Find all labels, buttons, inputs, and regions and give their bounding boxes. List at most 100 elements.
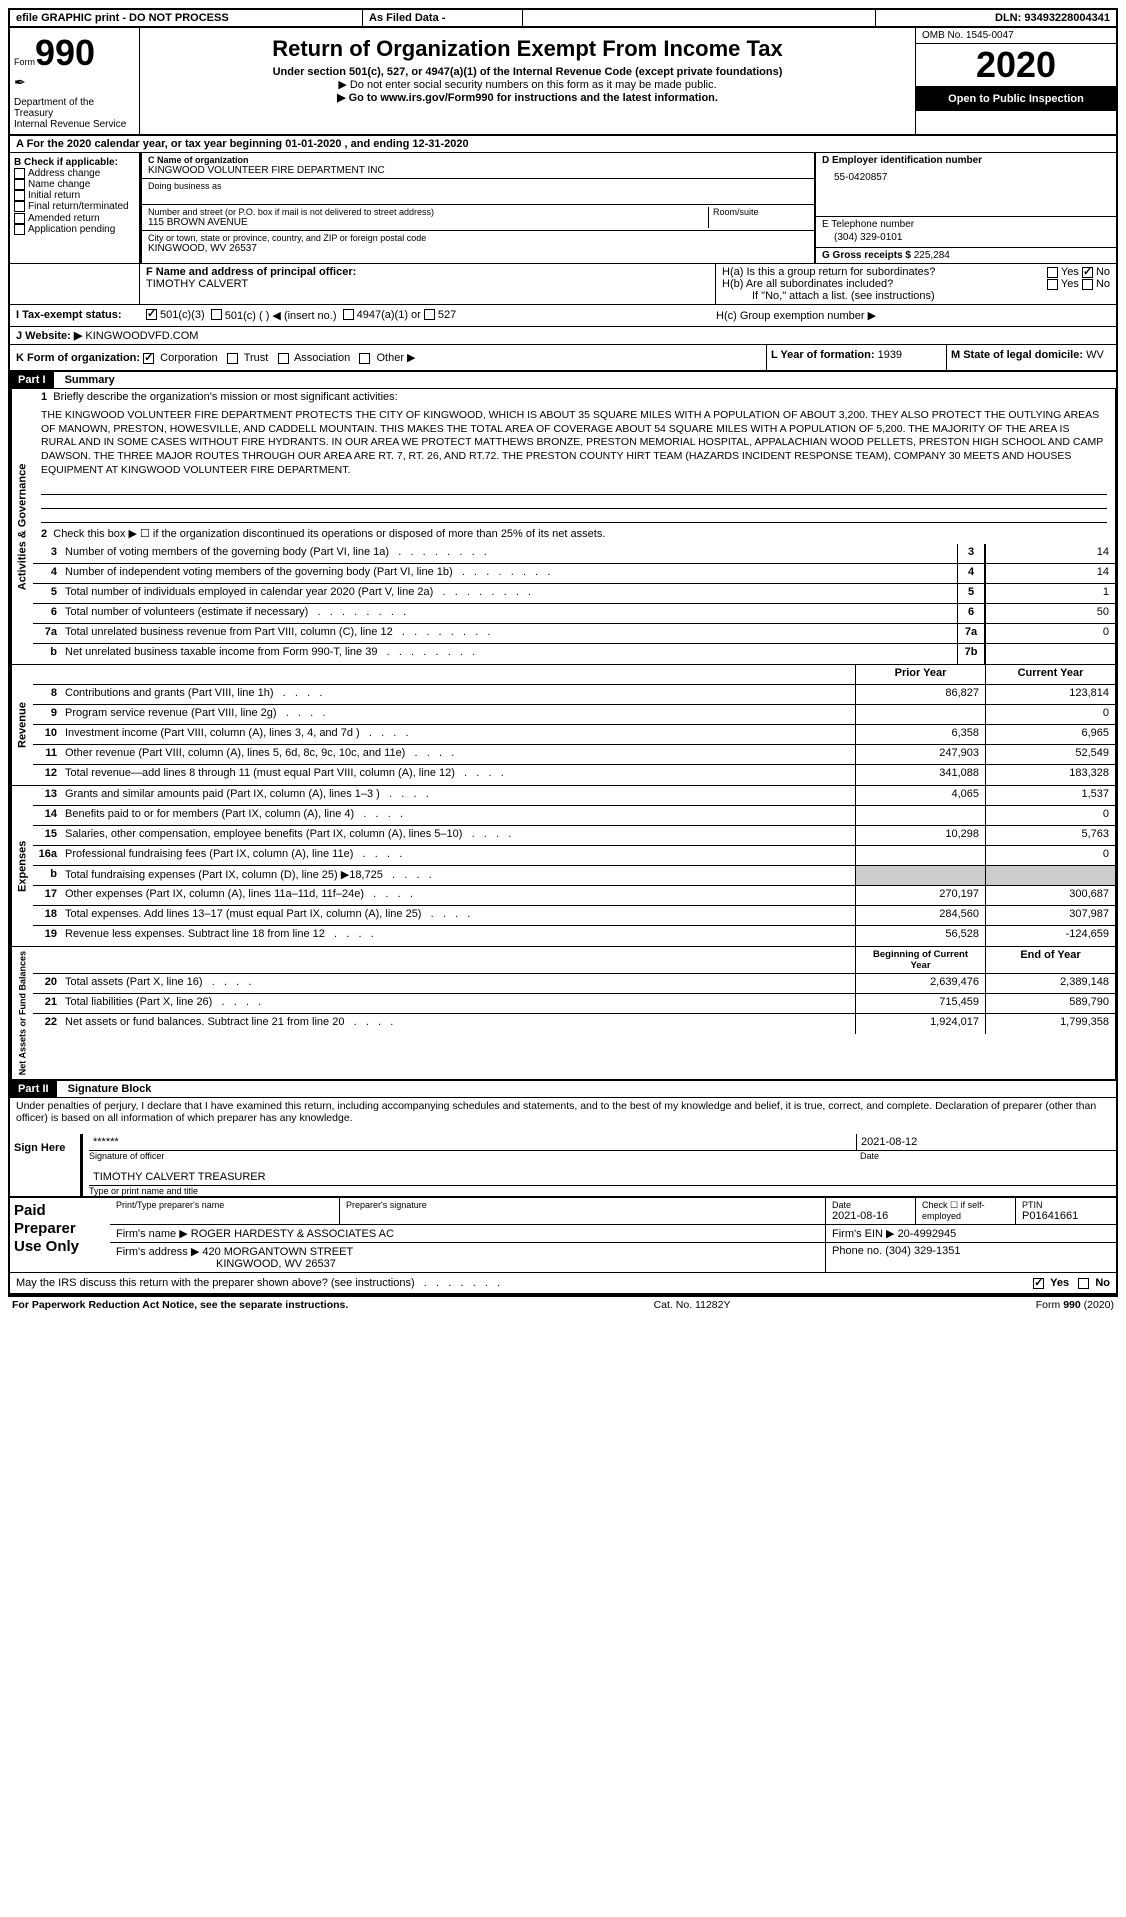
header-center: Return of Organization Exempt From Incom… <box>140 28 916 134</box>
form-org-label: K Form of organization: <box>16 352 140 364</box>
table-row: 8Contributions and grants (Part VIII, li… <box>33 685 1115 705</box>
form-prefix: Form <box>14 57 35 67</box>
discuss-row: May the IRS discuss this return with the… <box>10 1272 1116 1293</box>
tax-year: 2020 <box>916 44 1116 87</box>
org-name: KINGWOOD VOLUNTEER FIRE DEPARTMENT INC <box>148 165 808 176</box>
header-top: efile GRAPHIC print - DO NOT PROCESS As … <box>10 10 1116 28</box>
officer-label: F Name and address of principal officer: <box>146 266 709 278</box>
table-row: 9Program service revenue (Part VIII, lin… <box>33 705 1115 725</box>
mission-label: Briefly describe the organization's miss… <box>53 391 397 403</box>
footer: For Paperwork Reduction Act Notice, see … <box>8 1295 1118 1313</box>
street-label: Number and street (or P.O. box if mail i… <box>148 207 708 217</box>
chk-other-org[interactable] <box>359 353 370 364</box>
table-row: 5Total number of individuals employed in… <box>33 584 1115 604</box>
table-row: 3Number of voting members of the governi… <box>33 544 1115 564</box>
section-j: J Website: ▶ KINGWOODVFD.COM <box>10 327 1116 345</box>
info-grid: B Check if applicable: Address change Na… <box>10 153 1116 264</box>
year-formation-value: 1939 <box>878 349 902 361</box>
section-c: C Name of organization KINGWOOD VOLUNTEE… <box>140 153 816 263</box>
phone-label: E Telephone number <box>822 219 1110 230</box>
table-row: 14Benefits paid to or for members (Part … <box>33 806 1115 826</box>
table-row: 20Total assets (Part X, line 16) . . . .… <box>33 974 1115 994</box>
prep-name-label: Print/Type preparer's name <box>116 1200 333 1210</box>
gross-receipts-value: 225,284 <box>914 250 950 261</box>
chk-hb-no[interactable] <box>1082 279 1093 290</box>
section-i: I Tax-exempt status: 501(c)(3) 501(c) ( … <box>10 305 1116 327</box>
chk-assoc[interactable] <box>278 353 289 364</box>
netassets-section: Net Assets or Fund Balances Beginning of… <box>10 947 1116 1081</box>
chk-address-change[interactable] <box>14 168 25 179</box>
sign-section: Sign Here ****** 2021-08-12 Signature of… <box>10 1134 1116 1196</box>
chk-501c-other[interactable] <box>211 309 222 320</box>
sig-date: 2021-08-12 <box>856 1134 1116 1151</box>
sig-stars: ****** <box>89 1134 856 1151</box>
section-b: B Check if applicable: Address change Na… <box>10 153 140 263</box>
city-state-zip: KINGWOOD, WV 26537 <box>148 243 808 254</box>
expenses-side-label: Expenses <box>11 786 33 946</box>
revenue-section: Revenue Prior Year Current Year 8Contrib… <box>10 665 1116 786</box>
open-inspection: Open to Public Inspection <box>916 87 1116 111</box>
header-left: Form990 ✒ Department of the Treasury Int… <box>10 28 140 134</box>
discuss-text: May the IRS discuss this return with the… <box>16 1277 415 1289</box>
domicile-value: WV <box>1086 349 1104 361</box>
ptin-value: P01641661 <box>1022 1210 1110 1222</box>
table-row: 7aTotal unrelated business revenue from … <box>33 624 1115 644</box>
firm-phone: (304) 329-1351 <box>885 1245 960 1257</box>
website-value[interactable]: KINGWOODVFD.COM <box>85 330 198 342</box>
self-employed-label: Check ☐ if self-employed <box>916 1198 1016 1224</box>
penalties-text: Under penalties of perjury, I declare th… <box>10 1097 1116 1126</box>
omb-number: OMB No. 1545-0047 <box>916 28 1116 44</box>
preparer-section: Paid Preparer Use Only Print/Type prepar… <box>10 1196 1116 1272</box>
ein-label: D Employer identification number <box>822 155 1110 166</box>
prep-sig-label: Preparer's signature <box>346 1200 819 1210</box>
prior-year-header: Prior Year <box>855 665 985 684</box>
preparer-label: Paid Preparer Use Only <box>10 1198 110 1272</box>
chk-app-pending[interactable] <box>14 224 25 235</box>
firm-name: ROGER HARDESTY & ASSOCIATES AC <box>191 1228 394 1240</box>
chk-amended[interactable] <box>14 213 25 224</box>
irs-label: Internal Revenue Service <box>14 119 135 130</box>
city-label: City or town, state or province, country… <box>148 233 808 243</box>
goto-link[interactable]: ▶ Go to www.irs.gov/Form990 for instruct… <box>144 91 911 104</box>
chk-ha-yes[interactable] <box>1047 267 1058 278</box>
current-year-header: Current Year <box>985 665 1115 684</box>
section-klm: K Form of organization: Corporation Trus… <box>10 345 1116 372</box>
hb-note: If "No," attach a list. (see instruction… <box>722 290 1110 302</box>
begin-year-header: Beginning of Current Year <box>855 947 985 973</box>
chk-527[interactable] <box>424 309 435 320</box>
chk-final-return[interactable] <box>14 201 25 212</box>
table-row: 4Number of independent voting members of… <box>33 564 1115 584</box>
gross-receipts-label: G Gross receipts $ <box>822 250 911 261</box>
table-row: 13Grants and similar amounts paid (Part … <box>33 786 1115 806</box>
chk-501c3[interactable] <box>146 309 157 320</box>
netassets-side-label: Net Assets or Fund Balances <box>11 947 33 1079</box>
chk-initial-return[interactable] <box>14 190 25 201</box>
governance-side-label: Activities & Governance <box>11 389 33 664</box>
table-row: bTotal fundraising expenses (Part IX, co… <box>33 866 1115 886</box>
table-row: 11Other revenue (Part VIII, column (A), … <box>33 745 1115 765</box>
chk-ha-no[interactable] <box>1082 267 1093 278</box>
chk-trust[interactable] <box>227 353 238 364</box>
website-label: J Website: ▶ <box>16 330 82 342</box>
tax-exempt-label: I Tax-exempt status: <box>16 309 146 322</box>
year-formation-label: L Year of formation: <box>771 349 875 361</box>
chk-name-change[interactable] <box>14 179 25 190</box>
sig-date-label: Date <box>856 1151 1116 1161</box>
hc-label: H(c) Group exemption number ▶ <box>710 309 1110 322</box>
table-row: 19Revenue less expenses. Subtract line 1… <box>33 926 1115 946</box>
chk-discuss-yes[interactable] <box>1033 1278 1044 1289</box>
sign-here-label: Sign Here <box>10 1134 80 1196</box>
firm-ein: 20-4992945 <box>898 1228 957 1240</box>
chk-hb-yes[interactable] <box>1047 279 1058 290</box>
part1-header: Part I Summary <box>10 372 1116 388</box>
chk-discuss-no[interactable] <box>1078 1278 1089 1289</box>
sig-name-label: Type or print name and title <box>89 1186 1116 1196</box>
sig-name: TIMOTHY CALVERT TREASURER <box>89 1169 1116 1186</box>
table-row: 6Total number of volunteers (estimate if… <box>33 604 1115 624</box>
chk-4947[interactable] <box>343 309 354 320</box>
firm-addr1: 420 MORGANTOWN STREET <box>202 1246 353 1258</box>
part2-header: Part II Signature Block <box>10 1081 1116 1097</box>
section-b-label: B Check if applicable: <box>14 157 135 168</box>
chk-corp[interactable] <box>143 353 154 364</box>
revenue-side-label: Revenue <box>11 665 33 785</box>
